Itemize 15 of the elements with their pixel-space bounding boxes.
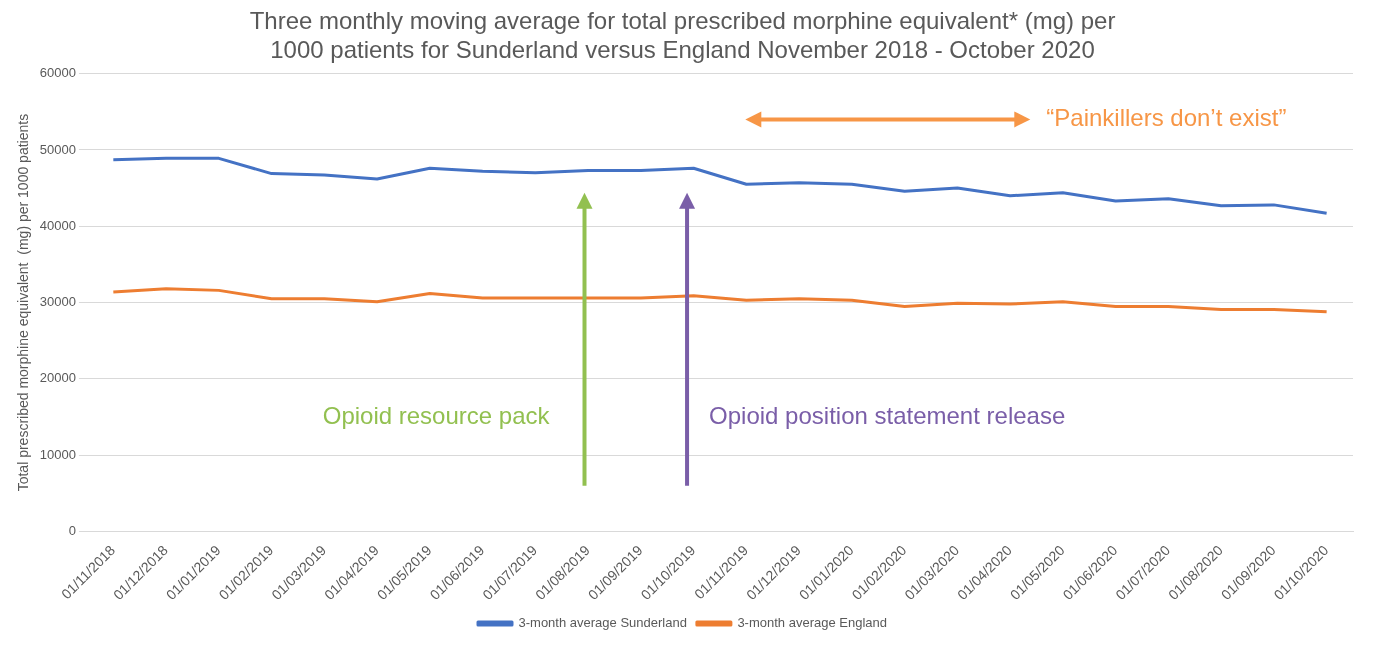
annotation: Opioid resource pack <box>322 401 551 429</box>
text: Three monthly moving average for total prescribed morphine equivalent* (mg) per <box>249 7 1116 35</box>
y-tick-label: 10000 <box>39 446 76 462</box>
y-tick-label: 40000 <box>39 217 76 233</box>
annotation: Opioid position statement release <box>709 401 1066 429</box>
legend-label: 3-month average England <box>737 615 887 631</box>
y-tick-label: 20000 <box>39 370 76 386</box>
text: 1000 patients for Sunderland versus England November 2018 - October 2020 <box>270 35 1095 63</box>
annotation: “Painkillers don’t exist” <box>1046 104 1287 132</box>
y-axis-title: Total prescribed morphine equivalent (mg) per 1000 patients <box>15 113 32 492</box>
y-tick-label: 0 <box>68 523 76 539</box>
y-tick-label: 50000 <box>39 141 76 157</box>
y-tick-label: 30000 <box>39 294 76 310</box>
legend-label: 3-month average Sunderland <box>518 615 687 631</box>
y-tick-label: 60000 <box>39 65 76 81</box>
